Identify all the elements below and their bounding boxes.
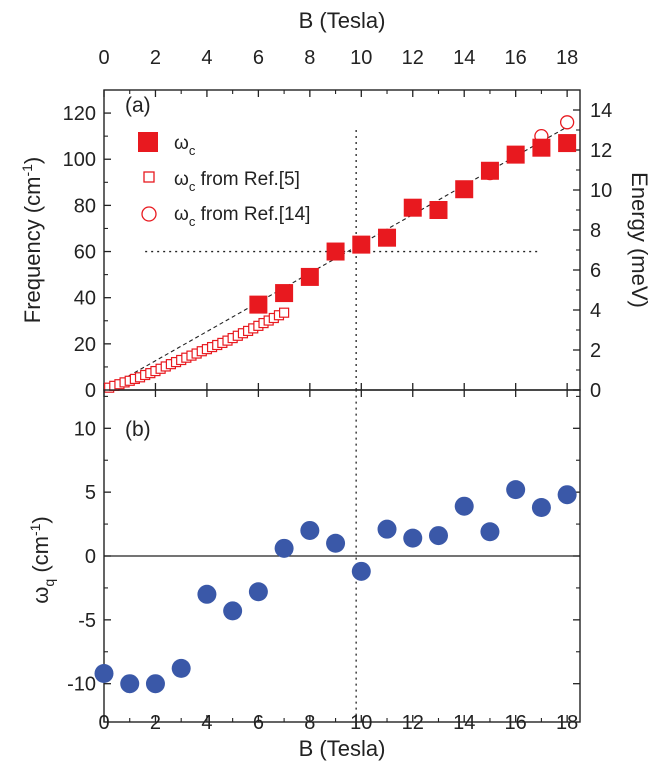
panel-a-right-y-tick-label: 8	[590, 220, 601, 242]
legend-marker-open-square	[143, 171, 155, 183]
panel-a-right-y-tick-label: 4	[590, 300, 601, 322]
top-x-tick-label: 10	[350, 47, 372, 69]
omega-c-filled-square-point	[378, 228, 397, 247]
panel-b-y-tick-label: 5	[85, 482, 96, 504]
top-x-tick-label: 12	[402, 47, 424, 69]
top-x-tick-label: 18	[556, 47, 578, 69]
panel-a-y-tick-label: 60	[74, 242, 96, 264]
omega-c-filled-square-point	[300, 267, 319, 286]
top-x-tick-label: 6	[253, 47, 264, 69]
panel-a-y-tick-label: 40	[74, 288, 96, 310]
omega-q-point	[120, 674, 140, 694]
omega-c-filled-square-point	[249, 295, 268, 314]
ref5-open-square-point	[279, 307, 290, 318]
omega-q-point	[94, 663, 114, 683]
omega-q-point	[326, 533, 346, 553]
legend: ωc ωc from Ref.[5] ωc from Ref.[14]	[138, 132, 310, 229]
legend-label-ref5: ωc from Ref.[5]	[174, 169, 300, 194]
omega-c-filled-square-point	[480, 161, 499, 180]
bottom-x-tick-label: 10	[350, 712, 372, 734]
legend-marker-filled-square	[138, 132, 158, 152]
omega-c-filled-square-point	[352, 235, 371, 254]
bottom-x-tick-label: 12	[402, 712, 424, 734]
omega-c-filled-square-point	[275, 284, 294, 303]
panel-b-y-axis-title: ωq (cm-1)	[27, 516, 57, 604]
omega-c-filled-square-point	[429, 201, 448, 219]
top-x-tick-label: 8	[304, 47, 315, 69]
top-x-axis-title: B (Tesla)	[299, 8, 386, 33]
panel-a-y-tick-label: 80	[74, 195, 96, 217]
omega-q-point	[531, 497, 551, 517]
omega-q-point	[454, 496, 474, 516]
omega-q-point	[274, 538, 294, 558]
bottom-x-tick-label: 16	[505, 712, 527, 734]
legend-label-omega-c: ωc	[174, 133, 196, 158]
panel-b-label: (b)	[125, 418, 151, 441]
panel-a-y-tick-label: 0	[85, 380, 96, 402]
panel-a-right-y-tick-label: 0	[590, 380, 601, 402]
omega-q-point	[145, 674, 165, 694]
bottom-x-axis-title: B (Tesla)	[299, 736, 386, 761]
panel-a-right-y-tick-label: 12	[590, 140, 612, 162]
omega-q-point	[377, 519, 397, 539]
legend-marker-open-circle	[141, 206, 157, 222]
panel-a-label: (a)	[125, 94, 151, 117]
panel-b-y-tick-label: 10	[74, 418, 96, 440]
omega-c-filled-square-point	[455, 180, 474, 199]
panel-a-plot: 0 2 4 6 8 10 12 14 16 18 0 20 40 60 80 100 120 0 2 4 6 8 10 12 1…	[63, 47, 613, 402]
panel-a-right-y-tick-label: 6	[590, 260, 601, 282]
bottom-x-tick-label: 14	[453, 712, 475, 734]
omega-q-point	[403, 528, 423, 548]
omega-q-point	[197, 584, 217, 604]
panel-a-right-y-tick-label: 14	[590, 100, 612, 122]
omega-q-point	[300, 520, 320, 540]
omega-q-point	[351, 561, 371, 581]
bottom-x-tick-label: 18	[556, 712, 578, 734]
omega-q-point	[506, 480, 526, 500]
panel-a-y-tick-label: 120	[63, 103, 96, 125]
omega-c-filled-square-point	[506, 145, 525, 164]
bottom-x-tick-label: 8	[304, 712, 315, 734]
omega-q-point	[428, 526, 448, 546]
omega-c-filled-square-point	[558, 134, 577, 153]
omega-q-point	[557, 485, 577, 505]
panel-b-y-tick-label: -10	[67, 674, 96, 696]
top-x-tick-label: 0	[98, 47, 109, 69]
panel-b-y-tick-label: 0	[85, 546, 96, 568]
omega-q-point	[171, 658, 191, 678]
bottom-x-tick-label: 2	[150, 712, 161, 734]
panel-a-y-tick-label: 20	[74, 334, 96, 356]
legend-label-ref14: ωc from Ref.[14]	[174, 204, 310, 229]
omega-c-filled-square-point	[403, 198, 422, 217]
panel-a-right-axis-title: Energy (meV)	[627, 172, 652, 308]
ref14-open-circle-point	[559, 115, 575, 130]
panel-a-right-y-tick-label: 10	[590, 180, 612, 202]
top-x-tick-label: 16	[505, 47, 527, 69]
omega-q-point	[248, 582, 268, 602]
omega-q-point	[223, 601, 243, 621]
omega-q-point	[480, 522, 500, 542]
bottom-x-tick-label: 4	[201, 712, 212, 734]
omega-c-filled-square-point	[532, 138, 551, 157]
top-x-tick-label: 14	[453, 47, 475, 69]
panel-b-plot: 0 2 4 6 8 10 12 14 16 18 -10 -5 0 5 10	[67, 389, 581, 734]
panel-a-y-tick-label: 100	[63, 149, 96, 171]
omega-c-filled-square-point	[326, 242, 345, 261]
bottom-x-tick-label: 6	[253, 712, 264, 734]
top-x-tick-label: 2	[150, 47, 161, 69]
bottom-x-tick-label: 0	[98, 712, 109, 734]
panel-b-y-tick-label: -5	[78, 610, 96, 632]
panel-a-y-axis-title: Frequency (cm-1)	[19, 157, 45, 324]
panel-a-right-y-tick-label: 2	[590, 340, 601, 362]
top-x-tick-label: 4	[201, 47, 212, 69]
